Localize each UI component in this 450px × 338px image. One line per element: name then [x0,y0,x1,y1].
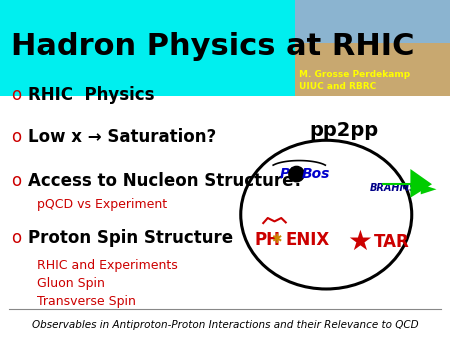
Text: RHIC and Experiments: RHIC and Experiments [37,259,178,272]
Text: o: o [11,86,22,104]
Text: Ph: Ph [280,167,300,181]
Text: o: o [11,172,22,190]
Text: Hadron Physics at RHIC: Hadron Physics at RHIC [11,32,415,61]
Bar [295,0,450,43]
Text: PH: PH [254,231,280,249]
Polygon shape [421,184,436,194]
Text: TAR: TAR [374,233,409,251]
Text: BRAHMS: BRAHMS [370,183,418,193]
Text: Low x → Saturation?: Low x → Saturation? [28,128,216,146]
Text: M. Grosse Perdekamp: M. Grosse Perdekamp [299,70,410,79]
Text: ★: ★ [347,228,373,256]
Bar [295,0,450,96]
Text: Proton Spin Structure: Proton Spin Structure [28,229,233,247]
Text: o: o [292,167,302,181]
Text: ENIX: ENIX [286,231,330,249]
Text: Gluon Spin: Gluon Spin [37,277,105,290]
Text: Bos: Bos [302,167,330,181]
Text: Access to Nucleon Structure?: Access to Nucleon Structure? [28,172,303,190]
Bar [0,0,450,96]
Text: Transverse Spin: Transverse Spin [37,295,136,308]
Text: o: o [11,128,22,146]
Text: o: o [11,229,22,247]
Text: pp2pp: pp2pp [310,121,379,140]
Polygon shape [410,169,432,198]
Text: UIUC and RBRC: UIUC and RBRC [299,82,377,91]
Text: pQCD vs Experiment: pQCD vs Experiment [37,198,167,211]
Text: RHIC  Physics: RHIC Physics [28,86,154,104]
Text: Observables in Antiproton-Proton Interactions and their Relevance to QCD: Observables in Antiproton-Proton Interac… [32,320,419,330]
Text: ✱: ✱ [271,234,282,246]
